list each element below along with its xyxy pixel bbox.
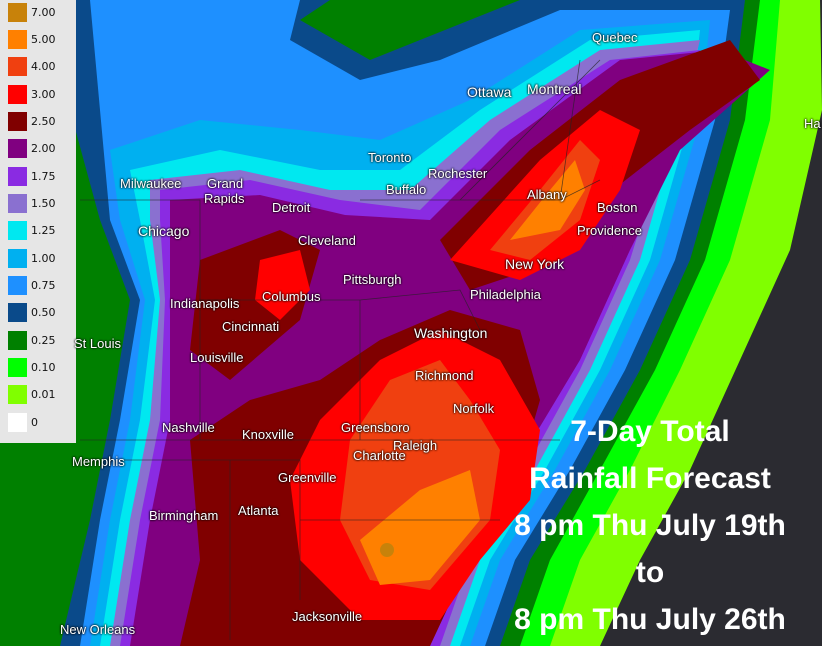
title-line: 7-Day Total	[570, 415, 730, 448]
legend-swatch	[8, 384, 27, 404]
legend-item: 1.25	[8, 220, 56, 240]
city-label: Chicago	[138, 223, 190, 239]
legend-label: 1.25	[31, 223, 56, 237]
legend-item: 0.75	[8, 275, 56, 295]
city-label: Jacksonville	[292, 609, 363, 624]
city-label: Providence	[577, 223, 643, 238]
legend-item: 0.50	[8, 302, 56, 322]
legend-swatch	[8, 275, 27, 295]
legend-item: 2.50	[8, 111, 56, 131]
city-label: Louisville	[190, 350, 244, 365]
city-label: Philadelphia	[470, 287, 541, 302]
legend-label: 0.25	[31, 333, 56, 347]
band-5.00	[360, 160, 585, 585]
legend-item: 1.75	[8, 166, 56, 186]
legend-label: 0.01	[31, 387, 56, 401]
legend-swatch	[8, 2, 27, 22]
legend-item: 0.01	[8, 384, 56, 404]
legend-swatch	[8, 166, 27, 186]
city-label: Birmingham	[149, 508, 219, 523]
city-label: New York	[505, 256, 565, 272]
legend-swatch	[8, 29, 27, 49]
legend-swatch	[8, 412, 27, 432]
state-borders	[80, 59, 601, 640]
legend-item: 0	[8, 412, 38, 432]
city-label: Boston	[597, 200, 638, 215]
title-line: to	[635, 556, 665, 589]
city-label: Knoxville	[242, 427, 295, 442]
legend-label: 2.00	[31, 141, 56, 155]
city-label: Greenville	[278, 470, 337, 485]
legend-swatch	[8, 330, 27, 350]
city-label: Cleveland	[298, 233, 356, 248]
legend-label: 1.50	[31, 196, 56, 210]
legend-label: 7.00	[31, 5, 56, 19]
city-label: Nashville	[162, 420, 215, 435]
city-label: Rapids	[204, 191, 245, 206]
city-label: Atlanta	[238, 503, 279, 518]
legend-swatch	[8, 56, 27, 76]
title-line: 8 pm Thu July 19th	[514, 509, 786, 542]
legend: 7.00 5.00 4.00 3.00 2.50 2.00 1.75 1.50 …	[0, 0, 76, 443]
legend-label: 2.50	[31, 114, 56, 128]
city-label: Montreal	[527, 81, 582, 97]
city-label: Charlotte	[353, 448, 406, 463]
city-label: Rochester	[428, 166, 488, 181]
city-label: Milwaukee	[120, 176, 182, 191]
city-label: Indianapolis	[170, 296, 240, 311]
city-label: Columbus	[262, 289, 321, 304]
legend-item: 7.00	[8, 2, 56, 22]
legend-item: 0.10	[8, 357, 56, 377]
city-label: Memphis	[72, 454, 125, 469]
legend-swatch	[8, 220, 27, 240]
legend-swatch	[8, 138, 27, 158]
legend-swatch	[8, 193, 27, 213]
city-label: Grand	[207, 176, 244, 191]
legend-swatch	[8, 248, 27, 268]
city-label: Washington	[414, 325, 488, 341]
legend-swatch	[8, 84, 27, 104]
legend-label: 0.10	[31, 360, 56, 374]
city-label: St Louis	[74, 336, 121, 351]
legend-item: 0.25	[8, 330, 56, 350]
city-label: Albany	[527, 187, 567, 202]
legend-item: 1.50	[8, 193, 56, 213]
city-label: Quebec	[592, 30, 638, 45]
legend-label: 3.00	[31, 87, 56, 101]
legend-label: 1.00	[31, 251, 56, 265]
band-7.00	[380, 543, 394, 557]
legend-label: 1.75	[31, 169, 56, 183]
legend-label: 4.00	[31, 59, 56, 73]
legend-swatch	[8, 111, 27, 131]
legend-item: 2.00	[8, 138, 56, 158]
legend-label: 0	[31, 415, 38, 429]
city-label: Detroit	[272, 200, 311, 215]
legend-label: 0.50	[31, 305, 56, 319]
legend-item: 3.00	[8, 84, 56, 104]
city-label: Norfolk	[453, 401, 495, 416]
city-label: Pittsburgh	[343, 272, 402, 287]
legend-item: 1.00	[8, 248, 56, 268]
map-title: 7-Day Total Rainfall Forecast 8 pm Thu J…	[490, 408, 810, 643]
city-label: Cincinnati	[222, 319, 280, 334]
city-label: New Orleans	[60, 622, 136, 637]
legend-label: 5.00	[31, 32, 56, 46]
city-label: Richmond	[415, 368, 474, 383]
legend-swatch	[8, 302, 27, 322]
band-4.00	[340, 140, 600, 590]
city-label: Buffalo	[386, 182, 427, 197]
city-label: Raleigh	[393, 438, 438, 453]
city-label: Ha	[804, 116, 821, 131]
legend-swatch	[8, 357, 27, 377]
title-line: Rainfall Forecast	[529, 462, 771, 495]
title-line: 8 pm Thu July 26th	[514, 603, 786, 636]
city-label: Greensboro	[341, 420, 410, 435]
city-label: Ottawa	[467, 84, 512, 100]
city-label: Toronto	[368, 150, 412, 165]
legend-label: 0.75	[31, 278, 56, 292]
legend-item: 5.00	[8, 29, 56, 49]
legend-item: 4.00	[8, 56, 56, 76]
